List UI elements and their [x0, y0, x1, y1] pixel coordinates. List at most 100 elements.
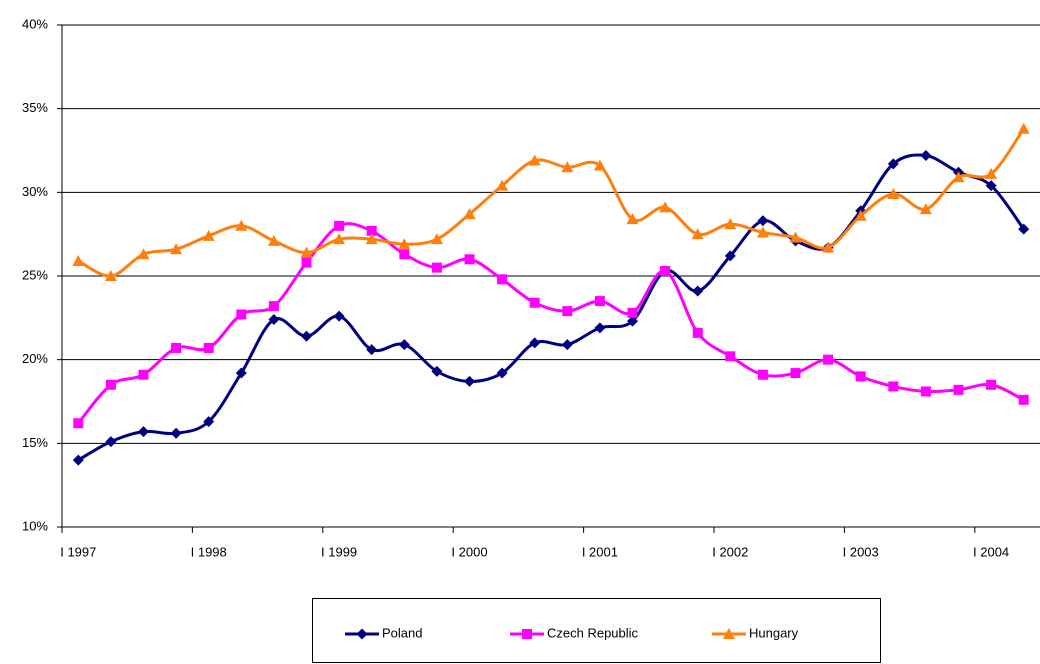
marker: [268, 301, 279, 312]
y-tick-label: 40%: [22, 16, 48, 31]
marker: [301, 257, 312, 268]
marker: [170, 427, 182, 439]
marker: [822, 241, 835, 253]
marker: [497, 274, 508, 285]
marker: [725, 351, 736, 362]
marker: [522, 629, 532, 639]
x-tick-label: I 1997: [60, 544, 96, 559]
y-tick-label: 35%: [22, 100, 48, 115]
marker: [267, 234, 280, 246]
legend-label: Hungary: [749, 625, 799, 640]
marker: [985, 180, 997, 192]
marker: [138, 369, 149, 380]
marker: [171, 342, 182, 353]
y-tick-label: 25%: [22, 267, 48, 282]
legend-label: Czech Republic: [547, 625, 639, 640]
marker: [399, 249, 410, 260]
marker: [268, 314, 280, 326]
x-tick-label: I 2001: [582, 544, 618, 559]
marker: [757, 369, 768, 380]
marker: [463, 208, 476, 220]
marker: [431, 262, 442, 273]
marker: [365, 233, 378, 245]
marker: [398, 238, 411, 250]
marker: [593, 159, 606, 171]
marker: [72, 254, 85, 266]
marker: [235, 219, 248, 231]
marker: [854, 209, 867, 221]
x-tick-label: I 2004: [973, 544, 1009, 559]
marker: [203, 342, 214, 353]
marker: [823, 354, 834, 365]
marker: [790, 368, 801, 379]
marker: [920, 150, 932, 162]
marker: [985, 167, 998, 179]
x-tick-label: I 1998: [191, 544, 227, 559]
marker: [334, 220, 345, 231]
marker: [626, 213, 639, 225]
legend-box: [312, 598, 881, 663]
marker: [529, 297, 540, 308]
marker: [756, 226, 769, 238]
marker: [73, 418, 84, 429]
marker: [529, 337, 541, 349]
marker: [757, 215, 769, 227]
marker: [236, 309, 247, 320]
marker: [137, 248, 150, 260]
marker: [398, 339, 410, 351]
y-tick-label: 20%: [22, 351, 48, 366]
y-tick-label: 15%: [22, 435, 48, 450]
legend-label: Poland: [382, 625, 422, 640]
marker: [202, 229, 215, 241]
marker: [659, 201, 672, 213]
marker: [138, 426, 149, 438]
marker: [496, 367, 508, 379]
marker: [203, 416, 215, 428]
marker: [953, 384, 964, 395]
marker: [366, 344, 378, 356]
marker: [627, 307, 638, 318]
x-tick-label: I 2003: [843, 544, 879, 559]
marker: [723, 628, 735, 639]
x-tick-label: I 2000: [451, 544, 487, 559]
series: [73, 220, 1029, 429]
marker: [594, 296, 605, 307]
marker: [430, 233, 443, 245]
marker: [235, 367, 247, 379]
marker: [562, 306, 573, 317]
marker: [789, 231, 802, 243]
y-tick-label: 30%: [22, 184, 48, 199]
marker: [887, 158, 899, 170]
series: [72, 122, 1030, 281]
marker: [170, 243, 183, 255]
marker: [333, 233, 346, 245]
marker: [1018, 223, 1030, 235]
marker: [1018, 394, 1029, 405]
line: [77, 222, 1025, 425]
marker: [561, 161, 574, 173]
marker: [920, 386, 931, 397]
marker: [301, 330, 312, 342]
marker: [594, 322, 606, 334]
x-tick-label: I 2002: [712, 544, 748, 559]
legend: Poland Czech Republic Hungary: [312, 598, 881, 663]
marker: [528, 154, 541, 166]
marker: [496, 179, 509, 191]
marker: [887, 188, 900, 200]
marker: [627, 315, 638, 327]
series: [72, 150, 1030, 466]
marker: [366, 225, 377, 236]
marker: [692, 285, 704, 297]
line: [77, 127, 1025, 278]
marker: [952, 171, 965, 183]
marker: [660, 265, 671, 276]
marker: [356, 628, 368, 640]
marker: [919, 203, 932, 215]
marker: [1017, 122, 1030, 134]
marker: [431, 365, 443, 377]
x-tick-label: I 1999: [321, 544, 357, 559]
marker: [691, 228, 704, 240]
marker: [986, 379, 997, 390]
marker: [333, 310, 345, 322]
